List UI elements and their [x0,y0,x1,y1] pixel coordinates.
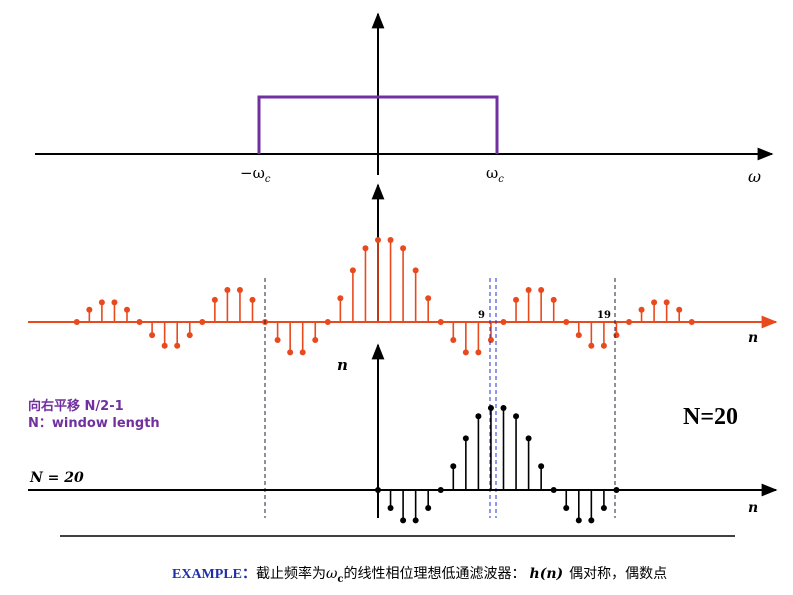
stem-head [437,487,444,493]
stem-head [111,299,118,306]
stem-head [613,487,620,493]
window-note: N：window length [28,416,160,431]
stem-head [337,295,344,302]
stem-head [98,299,105,306]
stem-head [525,435,532,442]
stem-head [437,319,444,325]
stem-head [412,517,419,524]
stem-head [500,319,507,325]
stem-head [224,287,231,294]
marker-label: 9 [478,310,485,321]
stem-head [299,349,306,356]
stem-head [387,505,394,512]
stem-head [638,306,645,313]
shift-note: 向右平移 N/2-1 [28,398,124,414]
stem-head [412,267,419,274]
stem-head [651,299,658,306]
stem-head [538,287,545,294]
window-stems [375,405,620,524]
stem-head [375,237,381,243]
stem-head [525,287,532,294]
stem-head [600,342,607,349]
omega-axis-label: ω [748,167,761,186]
stem-head [312,337,319,344]
stem-head [588,342,595,349]
n-axis-label: n [748,500,758,516]
stem-head [575,517,582,524]
stem-head [475,413,482,420]
stem-head [513,296,520,303]
stem-head [400,517,407,524]
stem-head [538,463,545,470]
n-axis-label: n [748,330,758,346]
sinc-stems [73,237,695,356]
stem-head [663,299,670,306]
ideal-lowpass [257,95,499,154]
cutoff-label: ωc [486,164,504,185]
stem-head [362,245,369,252]
stem-head [425,295,432,302]
big-n-label: N=20 [683,404,738,430]
stem-head [550,487,557,493]
stem-head [287,349,294,356]
stem-head [324,319,331,325]
stem-head [500,405,507,411]
stem-head [613,332,620,339]
stem-head [462,349,469,356]
neg-cutoff-label: −ωc [240,164,271,185]
stem-head [136,319,143,325]
stem-head [425,505,432,512]
stem-head [211,296,218,303]
stem-head [274,337,281,344]
stem-head [450,463,457,470]
stem-head [174,342,181,349]
stem-head [575,332,582,339]
stem-head [349,267,356,274]
stem-head [563,505,570,512]
stem-head [487,405,494,411]
stem-head [626,319,632,325]
stem-head [550,296,557,303]
stem-head [86,306,93,313]
stem-head [688,319,695,325]
stem-head [387,237,394,243]
stem-head [124,306,130,313]
stem-head [149,332,156,339]
stem-head [513,413,520,420]
h-axis-label: n [337,356,348,374]
stem-head [73,319,80,325]
stem-head [161,342,168,349]
stem-head [487,337,494,344]
stem-head [400,245,407,252]
stem-head [588,517,595,524]
stem-head [462,435,469,442]
stem-head [375,487,381,493]
stem-head [236,287,243,294]
stem-head [563,319,570,325]
length-label: N = 20 [29,470,84,486]
stem-head [186,332,193,339]
stem-head [475,349,482,356]
stem-head [450,337,457,344]
stem-head [199,319,206,325]
stem-head [249,296,256,303]
stem-head [600,505,607,512]
caption: EXAMPLE：截止频率为ωc的线性相位理想低通滤波器： h(n) 偶对称，偶数点 [172,565,667,585]
stem-head [676,306,683,313]
marker-label: 19 [597,310,611,321]
